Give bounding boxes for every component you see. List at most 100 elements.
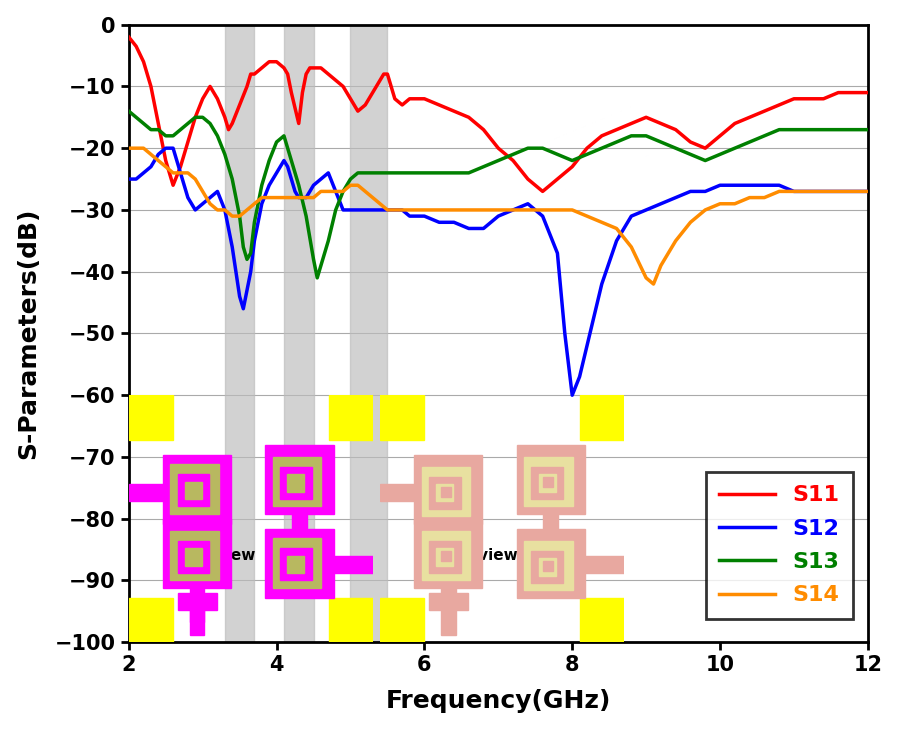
S11 xyxy=(862,88,873,97)
Bar xyxy=(517,529,585,598)
Line: S13: S13 xyxy=(129,111,868,278)
Bar xyxy=(351,25,387,642)
Text: Topview: Topview xyxy=(187,548,256,564)
Bar xyxy=(580,556,624,573)
S14 xyxy=(419,206,430,215)
Bar xyxy=(422,531,470,580)
Bar xyxy=(177,541,209,573)
Bar xyxy=(414,455,483,523)
S13 xyxy=(238,242,249,251)
Bar xyxy=(265,529,334,598)
Circle shape xyxy=(97,610,160,675)
S14 xyxy=(648,280,659,288)
S11 xyxy=(160,156,171,165)
Line: S14: S14 xyxy=(129,148,868,284)
Bar xyxy=(288,474,305,491)
Bar xyxy=(190,607,204,635)
S12 xyxy=(330,187,341,196)
S13 xyxy=(862,126,873,134)
S11 xyxy=(219,113,230,122)
Bar xyxy=(185,548,202,566)
Bar xyxy=(280,551,319,568)
Legend: S11, S12, S13, S14: S11, S12, S13, S14 xyxy=(706,472,853,619)
Bar xyxy=(272,539,322,588)
Circle shape xyxy=(348,363,412,427)
Bar xyxy=(441,487,450,496)
Bar xyxy=(524,457,573,507)
Bar xyxy=(163,519,231,588)
Bar xyxy=(129,484,173,502)
S12 xyxy=(412,212,423,220)
S13 xyxy=(312,274,323,283)
Bar xyxy=(163,455,231,523)
Bar xyxy=(524,541,573,591)
X-axis label: Frequency(GHz): Frequency(GHz) xyxy=(386,689,611,713)
Circle shape xyxy=(341,363,405,427)
Text: Backview: Backview xyxy=(437,548,518,564)
Y-axis label: S-Parameters(dB): S-Parameters(dB) xyxy=(17,208,40,459)
Line: S12: S12 xyxy=(129,148,868,395)
Bar xyxy=(436,484,453,502)
S12 xyxy=(160,144,171,153)
Bar xyxy=(185,482,202,499)
Bar xyxy=(539,558,556,575)
Bar xyxy=(539,474,556,491)
S11 xyxy=(286,88,297,97)
Bar xyxy=(531,467,563,499)
Bar xyxy=(531,551,563,583)
Bar xyxy=(265,445,334,514)
Bar xyxy=(380,484,416,502)
Bar xyxy=(580,395,624,439)
S14 xyxy=(301,193,312,202)
S13 xyxy=(412,169,423,177)
S11 xyxy=(368,88,378,97)
Bar xyxy=(380,598,424,642)
Bar xyxy=(429,593,467,610)
Circle shape xyxy=(592,363,655,427)
Bar xyxy=(422,467,470,516)
Bar xyxy=(129,395,173,439)
Bar xyxy=(177,474,209,507)
S12 xyxy=(293,193,304,202)
S12 xyxy=(238,304,249,313)
Bar xyxy=(129,598,173,642)
Circle shape xyxy=(97,363,160,427)
Bar xyxy=(531,561,570,578)
S13 xyxy=(405,169,415,177)
S11 xyxy=(330,76,341,85)
Bar xyxy=(329,395,373,439)
Bar xyxy=(517,445,585,514)
S12 xyxy=(566,391,577,399)
Bar xyxy=(170,464,219,514)
Bar xyxy=(329,598,373,642)
Bar xyxy=(544,561,553,571)
Bar xyxy=(441,551,450,561)
Bar xyxy=(429,477,460,509)
S14 xyxy=(493,206,503,215)
S11 xyxy=(123,33,134,42)
Bar xyxy=(280,548,312,580)
Circle shape xyxy=(348,610,412,675)
Bar xyxy=(288,556,305,573)
S13 xyxy=(123,107,134,115)
S12 xyxy=(345,206,356,215)
S11 xyxy=(538,187,548,196)
Circle shape xyxy=(341,610,405,675)
Bar xyxy=(544,477,553,487)
Bar xyxy=(436,548,453,566)
S12 xyxy=(289,187,300,196)
Bar xyxy=(284,25,314,642)
Line: S11: S11 xyxy=(129,37,868,191)
S14 xyxy=(123,144,134,153)
Bar xyxy=(380,395,424,439)
S14 xyxy=(249,199,260,208)
S14 xyxy=(538,206,548,215)
Bar xyxy=(177,593,217,610)
Bar xyxy=(441,585,456,635)
Bar xyxy=(170,531,219,580)
Bar xyxy=(429,541,460,573)
Bar xyxy=(329,556,373,573)
Bar xyxy=(272,457,322,507)
Circle shape xyxy=(592,610,655,675)
S12 xyxy=(123,174,134,183)
